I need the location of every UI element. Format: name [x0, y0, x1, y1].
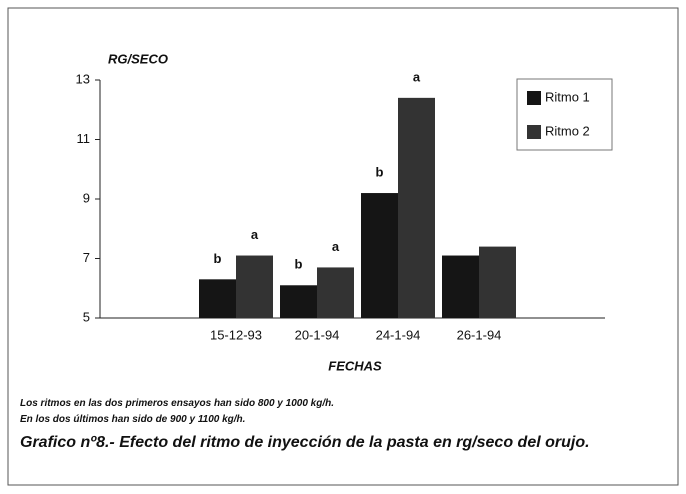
y-tick-label: 9 [83, 190, 90, 205]
bar [479, 246, 516, 318]
note: Los ritmos en las dos primeros ensayos h… [20, 398, 335, 409]
bar [236, 255, 273, 318]
bar [398, 97, 435, 318]
x-axis-label: FECHAS [328, 358, 382, 373]
bar [317, 267, 354, 318]
x-tick-label: 20-1-94 [295, 327, 340, 342]
note: En los dos últimos han sido de 900 y 110… [20, 414, 246, 425]
x-tick-label: 15-12-93 [210, 327, 262, 342]
bar [442, 255, 479, 318]
bar [280, 285, 317, 318]
bar [361, 193, 398, 318]
y-tick-label: 5 [83, 309, 90, 324]
frame [7, 7, 679, 486]
y-tick-label: 11 [77, 131, 91, 146]
legend-swatch [527, 125, 541, 139]
legend-label: Ritmo 2 [545, 123, 590, 138]
bar-annotation: a [332, 239, 340, 254]
y-axis-label: RG/SECO [108, 51, 168, 66]
x-tick-label: 24-1-94 [376, 327, 421, 342]
y-tick-label: 7 [83, 250, 90, 265]
bar-annotation: b [295, 257, 303, 272]
bar-annotation: a [413, 69, 421, 84]
bar [199, 279, 236, 318]
bar-annotation: b [214, 251, 222, 266]
x-tick-label: 26-1-94 [457, 327, 502, 342]
bar-annotation: b [376, 164, 384, 179]
y-tick-label: 13 [76, 71, 90, 86]
caption: Grafico nº8.- Efecto del ritmo de inyecc… [20, 434, 590, 451]
legend-swatch [527, 91, 541, 105]
bar-annotation: a [251, 227, 259, 242]
legend-label: Ritmo 1 [545, 89, 590, 104]
